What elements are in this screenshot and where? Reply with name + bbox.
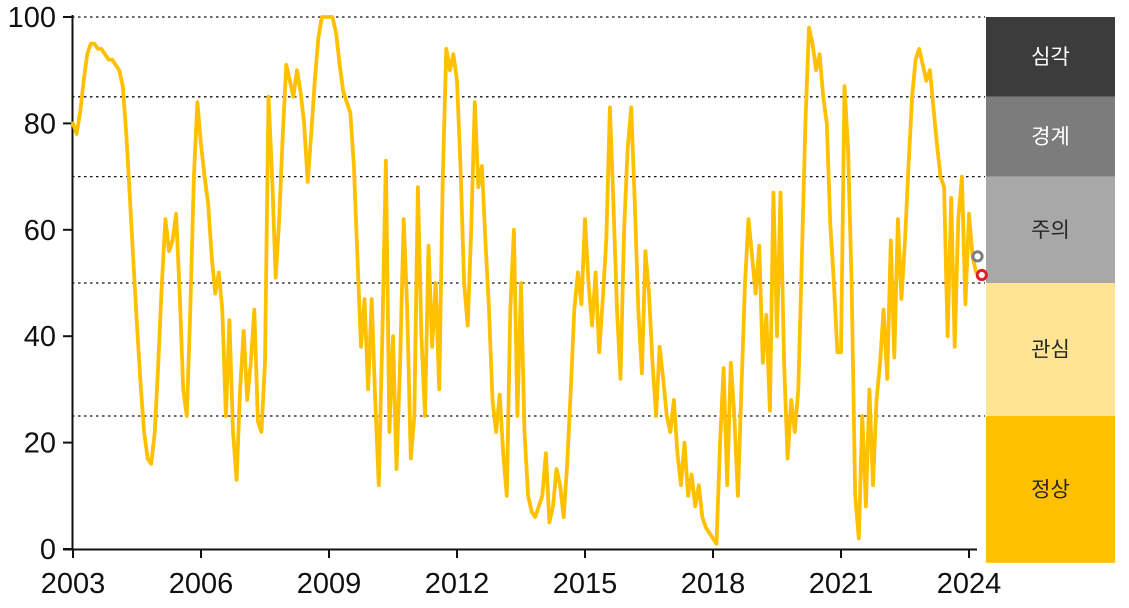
risk-zone-label-interest: 관심 <box>1031 339 1070 362</box>
y-tick-label-20: 20 <box>24 428 56 460</box>
risk-zone-label-alert: 경계 <box>1031 126 1070 149</box>
x-tick-label-2024: 2024 <box>937 568 1002 600</box>
risk-zone-label-caution: 주의 <box>1031 219 1070 242</box>
latest-value-marker <box>975 268 988 282</box>
x-tick-label-2003: 2003 <box>41 568 106 600</box>
x-tick-label-2009: 2009 <box>297 568 362 600</box>
risk-zone-label-normal: 정상 <box>1031 478 1070 501</box>
risk-zone-alert <box>986 96 1115 177</box>
risk-zone-caution <box>986 176 1115 283</box>
risk-zone-interest <box>986 283 1115 416</box>
y-tick-label-0: 0 <box>40 534 56 566</box>
x-tick-label-2015: 2015 <box>553 568 618 600</box>
index-line-series <box>71 15 978 546</box>
previous-value-marker <box>971 250 984 263</box>
risk-zone-normal <box>986 416 1115 563</box>
risk-zone-label-severe: 심각 <box>1031 46 1070 69</box>
y-tick-label-80: 80 <box>24 108 56 140</box>
y-tick-label-100: 100 <box>8 2 56 34</box>
x-tick-label-2006: 2006 <box>169 568 234 600</box>
y-tick-label-60: 60 <box>24 215 56 247</box>
y-tick-label-40: 40 <box>24 321 56 353</box>
x-tick-label-2021: 2021 <box>809 568 874 600</box>
x-tick-label-2012: 2012 <box>425 568 490 600</box>
risk-zone-severe <box>986 17 1115 97</box>
x-tick-label-2018: 2018 <box>681 568 746 600</box>
